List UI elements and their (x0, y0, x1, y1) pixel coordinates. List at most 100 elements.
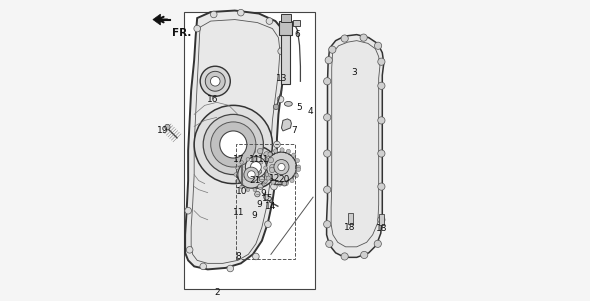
Circle shape (200, 66, 230, 96)
Circle shape (259, 176, 264, 182)
Circle shape (211, 11, 217, 18)
Circle shape (291, 153, 296, 157)
Circle shape (323, 114, 331, 121)
Circle shape (278, 163, 285, 171)
Circle shape (237, 163, 242, 168)
Circle shape (323, 221, 331, 228)
Circle shape (297, 165, 301, 169)
Circle shape (253, 253, 259, 260)
Circle shape (268, 157, 274, 163)
Circle shape (378, 150, 385, 157)
Text: 14: 14 (265, 202, 276, 211)
Text: 7: 7 (291, 126, 297, 135)
Text: FR.: FR. (172, 28, 191, 38)
Circle shape (282, 181, 287, 186)
Circle shape (273, 104, 278, 110)
Circle shape (262, 164, 267, 168)
Circle shape (323, 78, 331, 85)
Bar (237, 144, 295, 259)
Circle shape (341, 253, 348, 260)
Circle shape (240, 160, 244, 164)
Circle shape (245, 157, 267, 178)
Circle shape (165, 124, 170, 130)
Circle shape (227, 265, 234, 272)
Circle shape (360, 34, 367, 41)
Text: 5: 5 (296, 103, 302, 112)
Circle shape (248, 171, 255, 178)
Circle shape (378, 183, 385, 190)
Circle shape (238, 170, 243, 175)
Circle shape (235, 180, 239, 183)
Circle shape (244, 167, 259, 182)
Circle shape (255, 191, 260, 197)
Circle shape (280, 148, 284, 152)
Text: 10: 10 (235, 187, 247, 196)
Circle shape (253, 188, 257, 192)
Circle shape (234, 173, 238, 176)
Circle shape (271, 180, 276, 184)
Circle shape (323, 186, 331, 193)
Circle shape (261, 179, 267, 184)
Circle shape (378, 82, 385, 89)
Circle shape (326, 240, 333, 247)
Circle shape (186, 247, 193, 253)
Bar (281, 14, 291, 22)
Circle shape (235, 166, 239, 169)
Circle shape (266, 176, 270, 180)
Circle shape (277, 96, 284, 103)
Circle shape (239, 156, 244, 161)
Text: 2: 2 (214, 288, 219, 297)
Text: 21: 21 (250, 176, 261, 185)
Text: 12: 12 (269, 174, 280, 183)
Circle shape (378, 117, 385, 124)
Circle shape (264, 157, 268, 162)
Circle shape (258, 184, 263, 189)
Text: 17: 17 (232, 155, 244, 164)
Circle shape (250, 148, 255, 154)
Text: 18: 18 (376, 224, 388, 233)
Circle shape (260, 160, 263, 164)
Circle shape (266, 18, 273, 24)
Circle shape (270, 167, 275, 173)
Circle shape (268, 152, 272, 157)
Text: 18: 18 (344, 223, 356, 232)
Bar (281, 33, 290, 84)
Ellipse shape (284, 101, 292, 106)
Circle shape (375, 42, 382, 49)
Circle shape (246, 157, 250, 161)
Circle shape (256, 169, 261, 174)
Circle shape (264, 221, 271, 228)
Circle shape (250, 162, 261, 172)
Circle shape (274, 160, 289, 175)
Circle shape (286, 149, 290, 154)
Circle shape (378, 58, 385, 65)
Circle shape (295, 159, 300, 163)
Circle shape (296, 167, 300, 172)
Text: 3: 3 (351, 68, 356, 77)
Circle shape (267, 152, 297, 182)
Text: 11: 11 (248, 155, 260, 164)
Text: 9: 9 (261, 189, 266, 198)
Circle shape (241, 176, 247, 182)
Bar (348, 213, 353, 224)
Polygon shape (185, 11, 286, 269)
Circle shape (263, 170, 267, 175)
Circle shape (329, 46, 336, 53)
Circle shape (211, 76, 220, 86)
Circle shape (294, 173, 299, 178)
Text: 6: 6 (294, 30, 300, 39)
Circle shape (194, 25, 201, 32)
Text: 11: 11 (232, 208, 244, 217)
Circle shape (274, 141, 280, 148)
Circle shape (244, 151, 249, 156)
Circle shape (219, 131, 247, 158)
Circle shape (277, 182, 282, 186)
Circle shape (360, 251, 368, 259)
Polygon shape (153, 14, 160, 25)
Circle shape (325, 57, 332, 64)
Circle shape (378, 216, 385, 223)
Circle shape (185, 207, 192, 214)
Text: 16: 16 (206, 95, 218, 104)
Polygon shape (281, 119, 291, 131)
Circle shape (267, 174, 272, 179)
